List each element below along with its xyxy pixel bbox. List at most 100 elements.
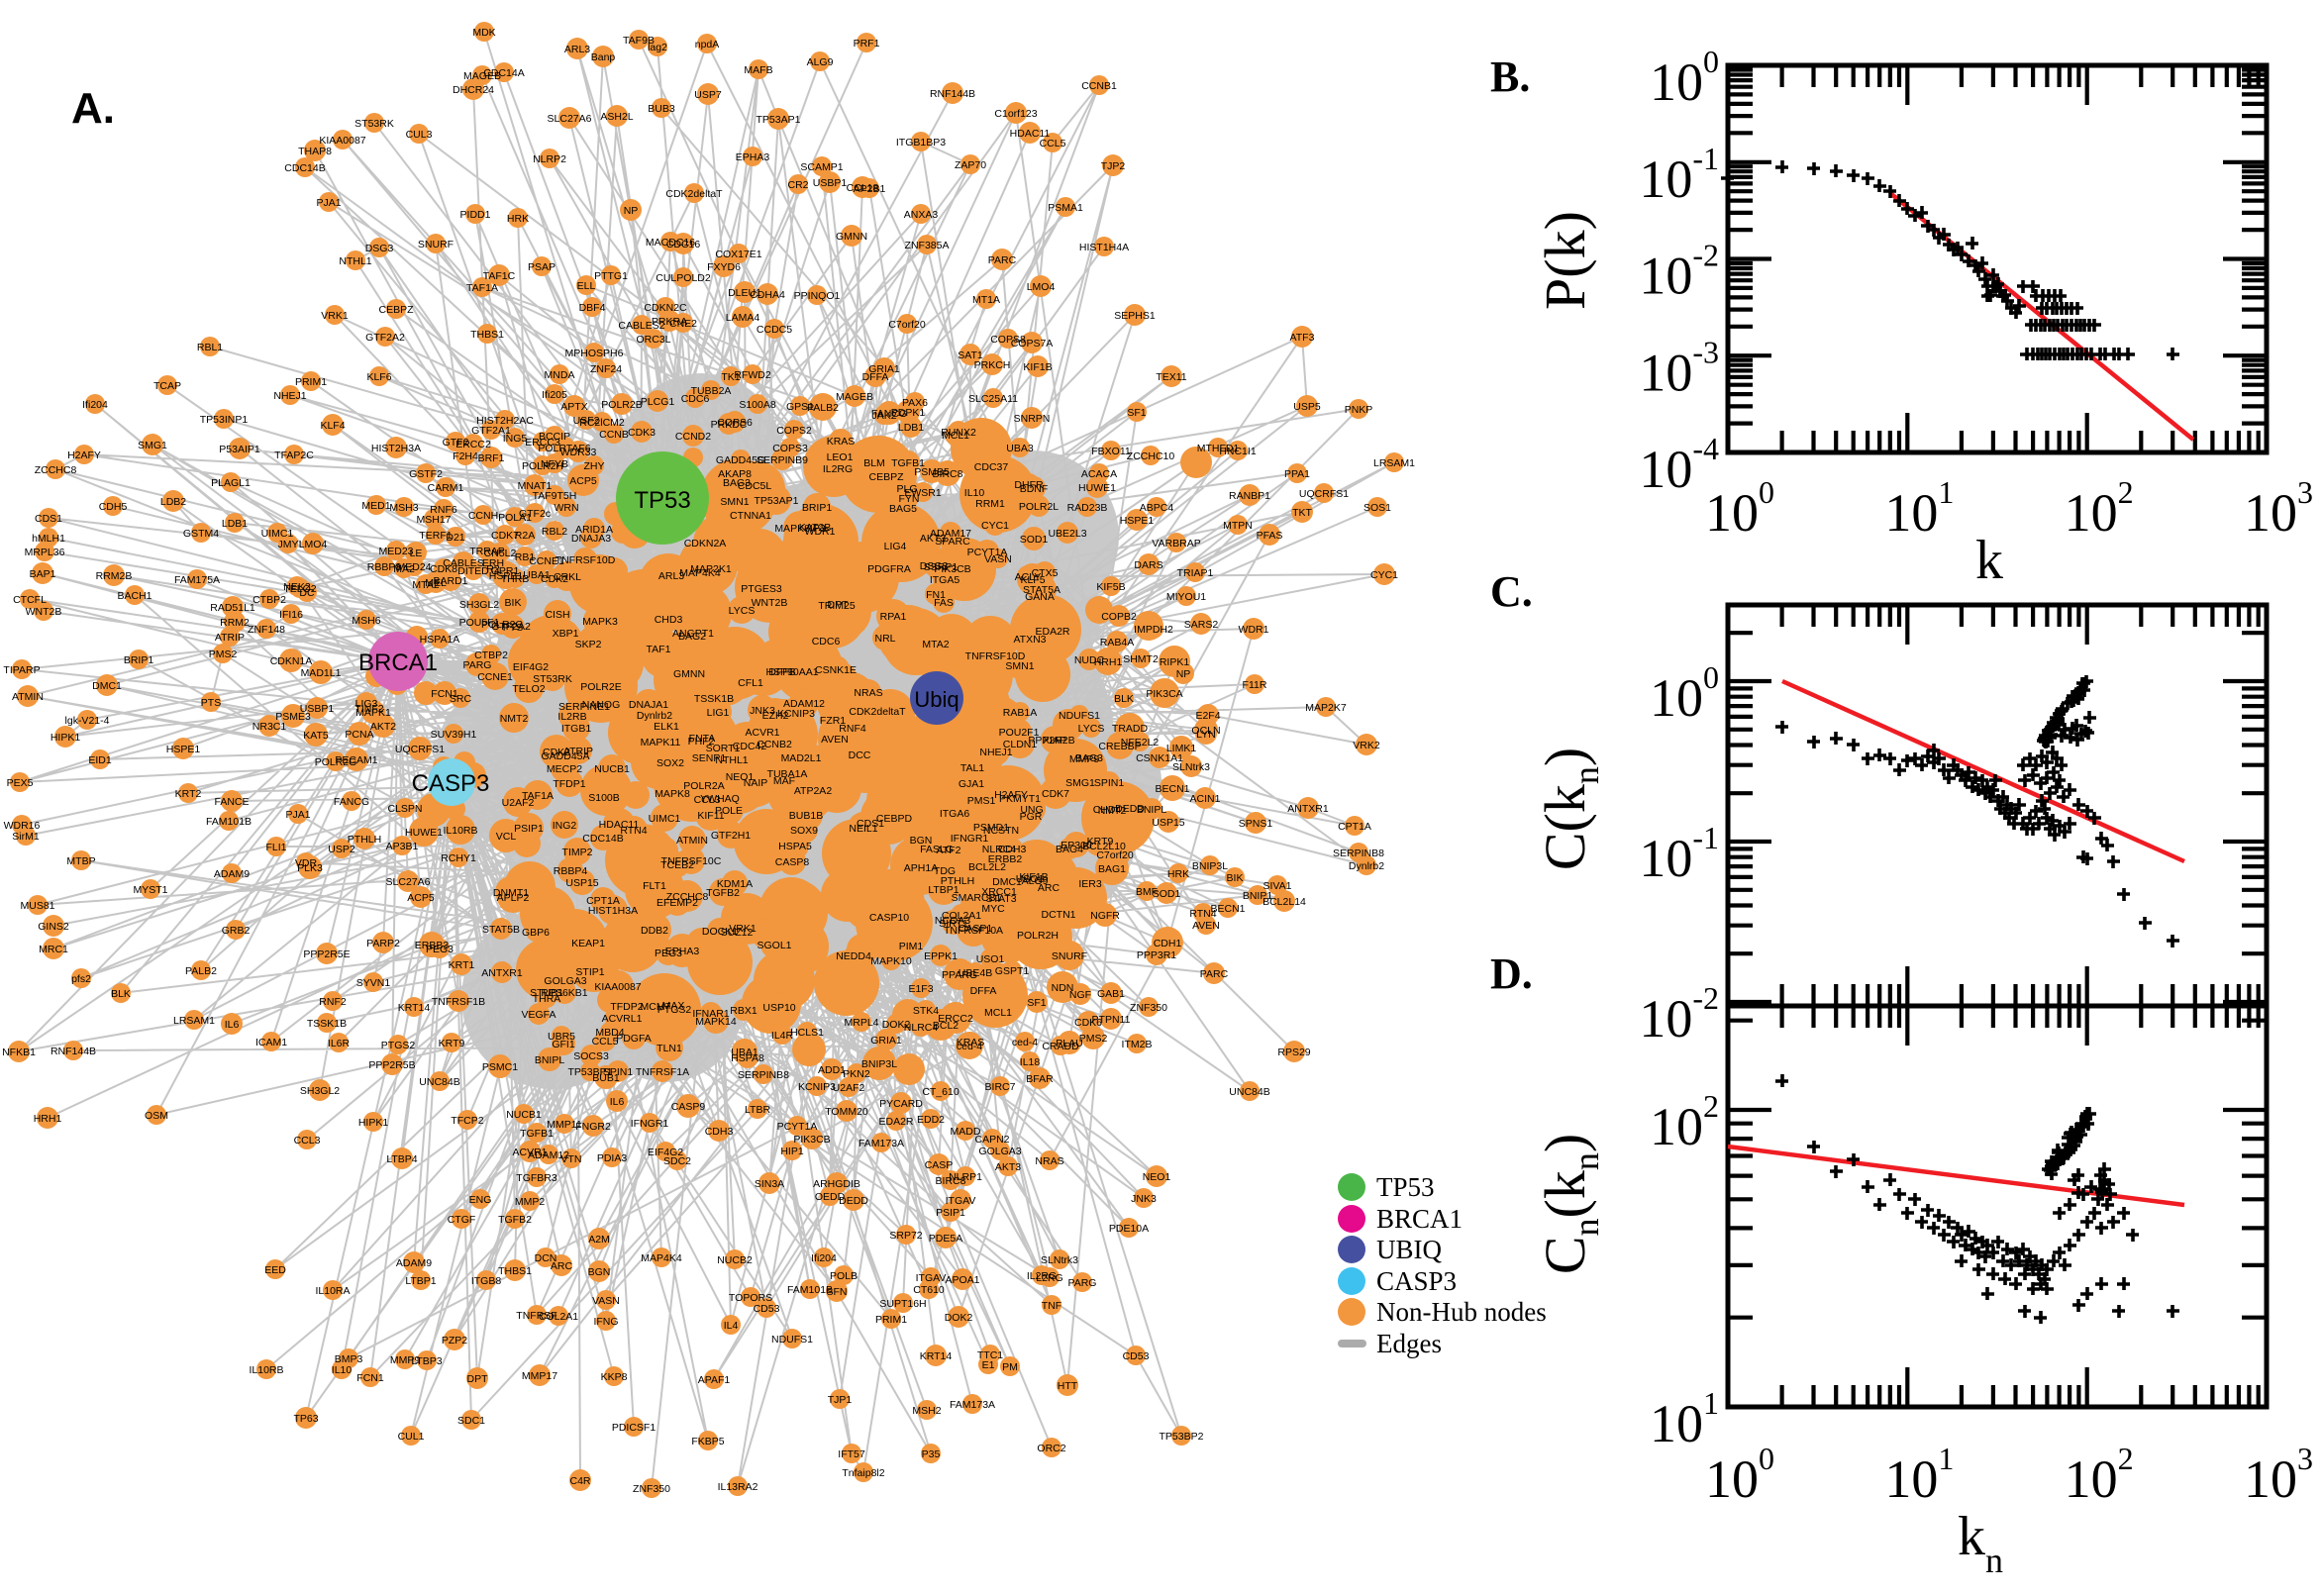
svg-text:ANGPT1: ANGPT1 <box>672 628 714 640</box>
svg-text:KRT2: KRT2 <box>175 788 202 800</box>
svg-text:AP3B1: AP3B1 <box>386 841 419 852</box>
svg-text:IL6: IL6 <box>225 1019 240 1031</box>
svg-text:COPS2: COPS2 <box>776 425 812 437</box>
svg-text:SPNS1: SPNS1 <box>1239 818 1273 830</box>
svg-text:TIPARP: TIPARP <box>3 664 40 676</box>
svg-text:XRCC1: XRCC1 <box>981 886 1017 898</box>
svg-text:RPS6KB1: RPS6KB1 <box>541 987 587 999</box>
svg-text:RIPK1: RIPK1 <box>1160 656 1190 668</box>
svg-text:PSMB5: PSMB5 <box>914 466 950 478</box>
svg-text:C4R: C4R <box>569 1475 590 1487</box>
svg-text:MRPL36: MRPL36 <box>25 547 65 558</box>
svg-text:GOLGA3: GOLGA3 <box>544 975 586 987</box>
svg-text:MT1A: MT1A <box>972 294 1000 306</box>
svg-text:SERPINB9: SERPINB9 <box>757 454 808 466</box>
svg-text:GTF2H1: GTF2H1 <box>711 830 751 842</box>
svg-text:HIST1H3A: HIST1H3A <box>588 905 638 917</box>
svg-text:DITED: DITED <box>457 565 489 577</box>
svg-text:E1: E1 <box>982 1359 995 1371</box>
svg-text:THBS1: THBS1 <box>470 329 504 341</box>
svg-text:CDC37: CDC37 <box>974 461 1009 473</box>
svg-text:CDK2deltaT: CDK2deltaT <box>849 706 906 718</box>
svg-text:RNF6: RNF6 <box>430 504 457 516</box>
svg-text:CSNK1E: CSNK1E <box>815 664 857 676</box>
svg-text:CDK2: CDK2 <box>541 573 568 585</box>
svg-text:IMPDH2: IMPDH2 <box>1134 624 1173 636</box>
svg-text:ATF2: ATF2 <box>937 845 961 856</box>
svg-text:PARP2: PARP2 <box>366 938 400 949</box>
svg-text:ITM2B: ITM2B <box>1122 1039 1153 1050</box>
svg-text:VDR: VDR <box>295 857 318 869</box>
svg-text:ZCCHC8: ZCCHC8 <box>35 464 77 476</box>
svg-text:ALG9: ALG9 <box>807 56 834 68</box>
svg-text:BAP1: BAP1 <box>30 568 56 580</box>
svg-text:NEK2: NEK2 <box>283 581 311 593</box>
svg-text:PDGFA: PDGFA <box>616 1033 652 1045</box>
svg-text:Ifi205: Ifi205 <box>542 389 567 401</box>
svg-text:TFAP2C: TFAP2C <box>274 449 314 461</box>
svg-text:TELO2: TELO2 <box>512 683 545 695</box>
svg-text:SIN3A: SIN3A <box>755 1178 784 1190</box>
svg-text:CCL5: CCL5 <box>592 1036 619 1047</box>
svg-text:LRSAM1: LRSAM1 <box>173 1015 215 1027</box>
svg-text:ATP2A2: ATP2A2 <box>794 785 832 797</box>
svg-text:RC2lCM2: RC2lCM2 <box>579 417 625 429</box>
svg-text:ACLY: ACLY <box>1015 571 1042 583</box>
svg-text:ARL3: ARL3 <box>658 570 684 582</box>
svg-text:AP2B1: AP2B1 <box>854 183 886 195</box>
svg-text:BRCA1: BRCA1 <box>1376 1204 1463 1234</box>
svg-text:UBR5: UBR5 <box>548 1031 575 1043</box>
svg-text:GTF2A2: GTF2A2 <box>491 621 531 633</box>
svg-text:HUWE1: HUWE1 <box>405 827 443 839</box>
svg-text:MADD: MADD <box>951 1126 981 1138</box>
svg-text:NEIL1: NEIL1 <box>849 823 877 835</box>
svg-text:FLT1: FLT1 <box>643 880 666 892</box>
svg-text:APTX: APTX <box>560 401 587 413</box>
svg-text:Banp: Banp <box>591 51 616 63</box>
svg-text:TNF: TNF <box>1042 1300 1061 1312</box>
svg-text:EDD2: EDD2 <box>917 1114 945 1126</box>
svg-text:BECN1: BECN1 <box>1155 783 1189 795</box>
svg-text:TNFRSF10D: TNFRSF10D <box>556 554 616 566</box>
svg-text:SMG1: SMG1 <box>138 440 167 451</box>
svg-text:OPR1: OPR1 <box>491 565 520 577</box>
svg-text:DNAJA1: DNAJA1 <box>629 699 668 711</box>
svg-text:SLNtrk3: SLNtrk3 <box>1041 1254 1078 1266</box>
svg-text:LIMK1: LIMK1 <box>1166 743 1197 754</box>
svg-text:KIF11: KIF11 <box>697 810 724 822</box>
svg-text:DLEU1: DLEU1 <box>728 287 761 299</box>
svg-text:KEAP1: KEAP1 <box>571 938 605 949</box>
svg-text:PARC: PARC <box>988 254 1017 266</box>
svg-text:NAIP: NAIP <box>744 777 768 789</box>
svg-text:PARC: PARC <box>1200 968 1229 980</box>
svg-text:KAT2B: KAT2B <box>799 522 831 534</box>
svg-text:JNK3: JNK3 <box>750 705 775 717</box>
svg-text:IFNAR1: IFNAR1 <box>692 1008 730 1020</box>
svg-text:CDK6: CDK6 <box>1074 1017 1102 1029</box>
svg-text:BGN: BGN <box>588 1266 611 1278</box>
svg-text:LIG4: LIG4 <box>884 541 907 552</box>
svg-text:RTN4: RTN4 <box>620 825 647 837</box>
svg-text:ATXN3: ATXN3 <box>1013 634 1046 646</box>
svg-text:GMNN: GMNN <box>673 668 705 680</box>
svg-text:KIAA0087: KIAA0087 <box>319 135 365 147</box>
svg-text:BNIPL: BNIPL <box>1137 804 1167 816</box>
svg-text:NLRC4: NLRC4 <box>982 844 1017 855</box>
svg-text:BUB1: BUB1 <box>592 1072 620 1084</box>
svg-text:EIF4G2: EIF4G2 <box>513 661 549 673</box>
svg-text:UNC84B: UNC84B <box>1229 1086 1269 1098</box>
svg-text:MRPL4: MRPL4 <box>844 1017 878 1029</box>
svg-text:NDUFS1: NDUFS1 <box>771 1334 813 1346</box>
svg-text:LMO4: LMO4 <box>1027 281 1056 293</box>
svg-text:ACIN1: ACIN1 <box>1190 793 1221 805</box>
svg-text:SF1: SF1 <box>1127 407 1146 419</box>
svg-text:POLR2G: POLR2G <box>315 756 357 768</box>
svg-text:PMS2: PMS2 <box>1079 1033 1108 1045</box>
svg-text:BIK: BIK <box>505 597 522 609</box>
svg-text:SDC1: SDC1 <box>457 1415 485 1427</box>
svg-text:E2F4: E2F4 <box>1195 710 1220 722</box>
svg-text:MAP2K7: MAP2K7 <box>1305 702 1347 714</box>
svg-text:FLI1: FLI1 <box>265 842 286 853</box>
svg-text:HIST2H2AC: HIST2H2AC <box>476 415 534 427</box>
svg-text:LIG3: LIG3 <box>355 698 378 710</box>
